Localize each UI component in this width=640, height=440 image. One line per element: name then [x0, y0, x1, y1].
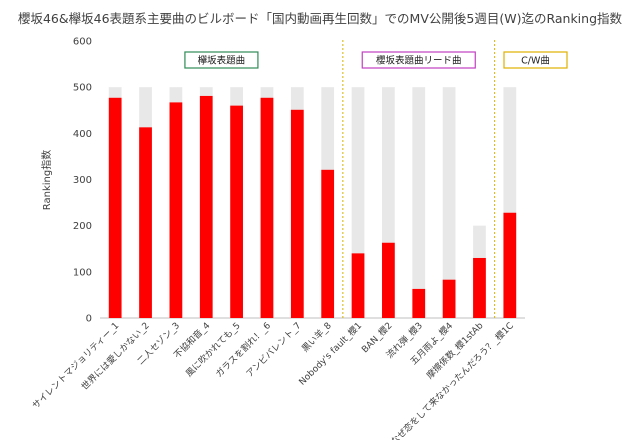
group-label-box — [503, 51, 568, 69]
value-bar — [321, 169, 335, 318]
x-tick-label: ガラスを割れ！_6 — [213, 319, 273, 379]
value-bar — [382, 242, 395, 318]
group-label: 欅坂表題曲 — [198, 55, 246, 67]
y-axis-label: Ranking指数 — [40, 150, 53, 210]
value-bar — [351, 253, 365, 318]
value-bar — [290, 109, 304, 318]
y-tick-label: 600 — [73, 37, 92, 48]
value-bars — [108, 95, 517, 319]
background-bar — [412, 87, 426, 319]
group-labels: 欅坂表題曲 櫻坂表題曲リード曲 C/W曲 — [184, 51, 568, 69]
group-label-box — [361, 51, 476, 69]
x-tick-label: アンビバレント_7 — [244, 320, 303, 379]
value-bar — [230, 105, 243, 318]
group-label: 櫻坂表題曲リード曲 — [376, 55, 462, 67]
group-label-box — [184, 51, 259, 69]
x-tick-labels: サイレントマジョリティー_1世界には愛しかない_2二人セゾン_3不協和音_4風に… — [30, 319, 516, 440]
value-bar — [260, 97, 274, 318]
y-tick-label: 400 — [73, 129, 92, 140]
x-tick-label: 摩擦係数_櫻1stAb — [424, 319, 486, 381]
y-tick-label: 0 — [86, 314, 92, 325]
chart-title: 櫻坂46&欅坂46表題系主要曲のビルボード「国内動画再生回数」でのMV公開後5週… — [17, 11, 623, 26]
y-tick-label: 100 — [73, 267, 92, 278]
y-tick-label: 300 — [73, 175, 92, 186]
value-bar — [108, 97, 122, 318]
value-bar — [503, 212, 517, 318]
y-tick-label: 200 — [73, 221, 92, 232]
x-tick-label: 風に吹かれても_5 — [183, 320, 243, 380]
value-bar — [199, 95, 213, 319]
y-tick-label: 500 — [73, 83, 92, 94]
value-bar — [139, 127, 152, 318]
value-bar — [169, 102, 183, 318]
value-bar — [442, 279, 456, 318]
value-bar — [473, 257, 486, 318]
value-bar — [412, 288, 426, 318]
group-label: C/W曲 — [521, 56, 550, 67]
background-bar — [442, 87, 456, 319]
